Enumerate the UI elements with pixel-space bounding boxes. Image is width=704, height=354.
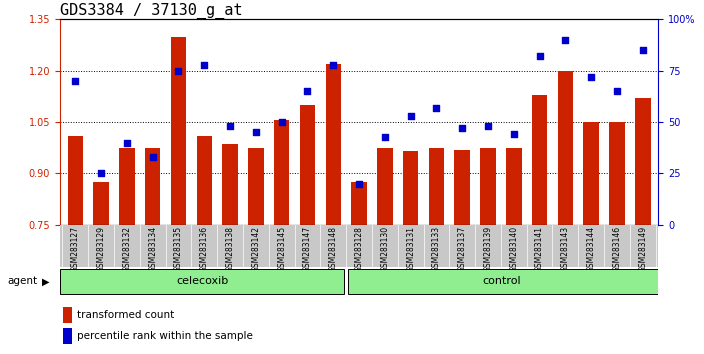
Point	[611, 88, 622, 94]
Point	[276, 119, 287, 125]
Bar	[635, 98, 650, 225]
Bar	[403, 151, 418, 225]
Bar	[377, 148, 393, 225]
FancyBboxPatch shape	[348, 269, 658, 294]
Text: GSM283132: GSM283132	[122, 226, 132, 272]
Text: GSM283134: GSM283134	[149, 226, 157, 272]
Text: GSM283146: GSM283146	[612, 226, 622, 272]
Text: GSM283140: GSM283140	[509, 226, 518, 272]
Point	[96, 171, 107, 176]
Text: GSM283128: GSM283128	[355, 226, 363, 272]
Text: GSM283129: GSM283129	[96, 226, 106, 272]
Bar	[429, 148, 444, 225]
Bar	[506, 148, 522, 225]
Text: GSM283143: GSM283143	[561, 226, 570, 272]
Text: control: control	[483, 276, 522, 286]
Point	[431, 105, 442, 110]
Bar	[480, 148, 496, 225]
Bar	[274, 120, 289, 225]
Text: GSM283133: GSM283133	[432, 226, 441, 272]
Point	[121, 140, 132, 145]
Point	[327, 62, 339, 68]
Text: GSM283141: GSM283141	[535, 226, 544, 272]
Bar	[248, 148, 263, 225]
Point	[70, 78, 81, 84]
Text: GSM283149: GSM283149	[639, 226, 647, 272]
Point	[534, 53, 545, 59]
Text: GSM283135: GSM283135	[174, 226, 183, 272]
Bar	[558, 71, 573, 225]
Point	[560, 37, 571, 43]
Text: agent: agent	[7, 276, 37, 286]
Point	[637, 47, 648, 53]
Text: GSM283136: GSM283136	[200, 226, 209, 272]
Bar	[145, 148, 161, 225]
Point	[147, 154, 158, 160]
Text: percentile rank within the sample: percentile rank within the sample	[77, 331, 253, 341]
Text: GSM283144: GSM283144	[586, 226, 596, 272]
Text: GSM283148: GSM283148	[329, 226, 338, 272]
Point	[353, 181, 365, 187]
Bar	[222, 144, 238, 225]
Text: GSM283131: GSM283131	[406, 226, 415, 272]
Point	[199, 62, 210, 68]
Text: GSM283127: GSM283127	[71, 226, 80, 272]
Text: GSM283137: GSM283137	[458, 226, 467, 272]
Bar	[119, 148, 134, 225]
Bar	[609, 122, 624, 225]
Point	[225, 124, 236, 129]
Point	[508, 132, 520, 137]
Bar	[300, 105, 315, 225]
Point	[250, 130, 261, 135]
Point	[379, 134, 391, 139]
Point	[482, 124, 494, 129]
FancyBboxPatch shape	[60, 269, 344, 294]
Bar	[325, 64, 341, 225]
Point	[173, 68, 184, 74]
Bar	[584, 122, 599, 225]
Point	[405, 113, 416, 119]
Bar	[196, 136, 212, 225]
Bar	[532, 95, 547, 225]
Point	[586, 74, 597, 80]
Text: GSM283147: GSM283147	[303, 226, 312, 272]
Text: GSM283145: GSM283145	[277, 226, 286, 272]
Text: ▶: ▶	[42, 276, 50, 286]
Text: GSM283139: GSM283139	[484, 226, 493, 272]
Bar	[455, 149, 470, 225]
Bar	[68, 136, 83, 225]
Text: celecoxib: celecoxib	[177, 276, 229, 286]
Point	[457, 125, 468, 131]
Bar	[94, 182, 109, 225]
Point	[302, 88, 313, 94]
Text: GDS3384 / 37130_g_at: GDS3384 / 37130_g_at	[60, 3, 242, 19]
Bar	[171, 36, 187, 225]
Bar	[351, 182, 367, 225]
Text: GSM283142: GSM283142	[251, 226, 260, 272]
Text: GSM283130: GSM283130	[380, 226, 389, 272]
Text: transformed count: transformed count	[77, 310, 175, 320]
Text: GSM283138: GSM283138	[225, 226, 234, 272]
